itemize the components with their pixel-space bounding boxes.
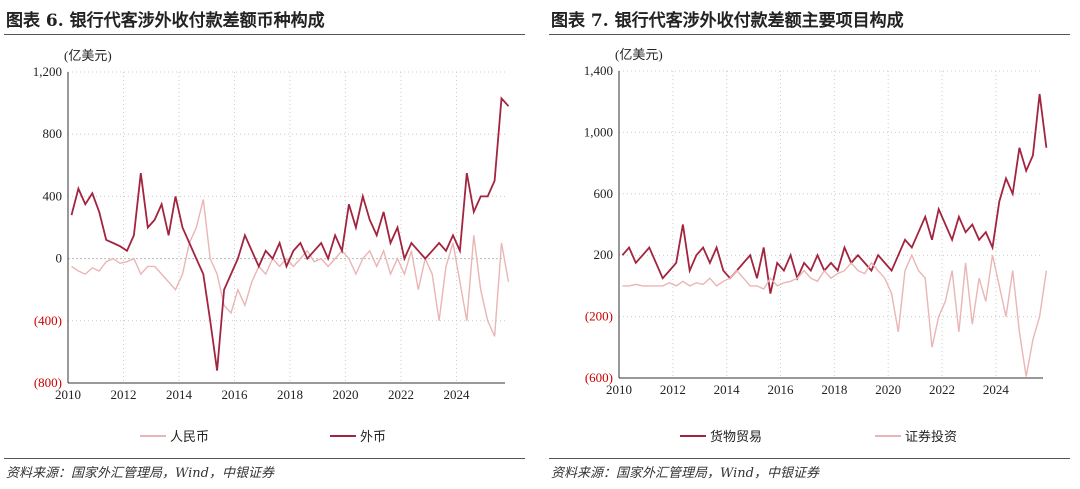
x-tick-label: 2012 xyxy=(110,387,136,402)
x-tick-label: 2020 xyxy=(332,387,358,402)
divider xyxy=(4,458,525,459)
x-tick-label: 2016 xyxy=(221,387,248,402)
legend-label: 外币 xyxy=(360,429,386,444)
y-tick-label: (600) xyxy=(585,370,613,385)
series-line-1 xyxy=(70,96,510,371)
x-tick-label: 2014 xyxy=(714,382,741,397)
y-tick-label: (800) xyxy=(34,375,62,390)
chart-svg: (亿美元)1,200 800 400 0 (400) (800)2010 2012 2014 2… xyxy=(33,48,510,444)
chart-title: 图表 6. 银行代客涉外收付款差额币种构成 xyxy=(6,11,325,31)
series-line-0 xyxy=(71,199,510,337)
legend-label: 证券投资 xyxy=(905,429,957,444)
y-tick-label: 400 xyxy=(43,188,63,203)
x-tick-label: 2016 xyxy=(768,382,795,397)
chart-panel-2: 图表 7. 银行代客涉外收付款差额主要项目构成 (亿美元) 1,400 1,000 6… xyxy=(545,0,1070,489)
y-tick-label: (400) xyxy=(34,313,62,328)
y-tick-label: 200 xyxy=(594,247,614,262)
y-tick-label: 1,000 xyxy=(584,124,613,139)
x-tick-label: 2018 xyxy=(277,387,303,402)
unit-label: (亿美元) xyxy=(615,47,663,62)
source-note: 资料来源：国家外汇管理局，Wind，中银证券 xyxy=(551,466,819,481)
x-tick-label: 2024 xyxy=(983,382,1010,397)
x-tick-label: 2014 xyxy=(166,387,193,402)
y-tick-label: 600 xyxy=(594,186,614,201)
y-tick-label: 800 xyxy=(43,126,63,141)
divider xyxy=(549,458,1070,459)
x-tick-label: 2012 xyxy=(660,382,686,397)
x-tick-label: 2018 xyxy=(821,382,847,397)
x-tick-label: 2020 xyxy=(875,382,901,397)
legend-label: 货物贸易 xyxy=(710,429,762,444)
legend-label: 人民币 xyxy=(170,429,209,444)
y-tick-label: 1,200 xyxy=(33,64,62,79)
x-tick-label: 2010 xyxy=(55,387,81,402)
x-tick-label: 2010 xyxy=(606,382,632,397)
chart-panel-1: 图表 6. 银行代客涉外收付款差额币种构成 (亿美元) 1,200 800 400 0(… xyxy=(0,0,525,489)
y-tick-label: 1,400 xyxy=(584,63,613,78)
y-tick-label: 0 xyxy=(56,251,63,266)
x-tick-label: 2024 xyxy=(443,387,470,402)
divider xyxy=(549,34,1070,35)
divider xyxy=(4,34,525,35)
y-tick-label: (200) xyxy=(585,309,613,324)
chart-svg: (亿美元)1,400 1,000 600 200 (200) (600)2010 2012 2… xyxy=(584,47,1048,444)
source-note: 资料来源：国家外汇管理局，Wind，中银证券 xyxy=(6,466,274,481)
x-tick-label: 2022 xyxy=(929,382,955,397)
series-line-1 xyxy=(622,253,1048,377)
x-tick-label: 2022 xyxy=(388,387,414,402)
chart-title: 图表 7. 银行代客涉外收付款差额主要项目构成 xyxy=(551,11,904,31)
series-line-0 xyxy=(621,93,1048,294)
unit-label: (亿美元) xyxy=(64,48,112,63)
